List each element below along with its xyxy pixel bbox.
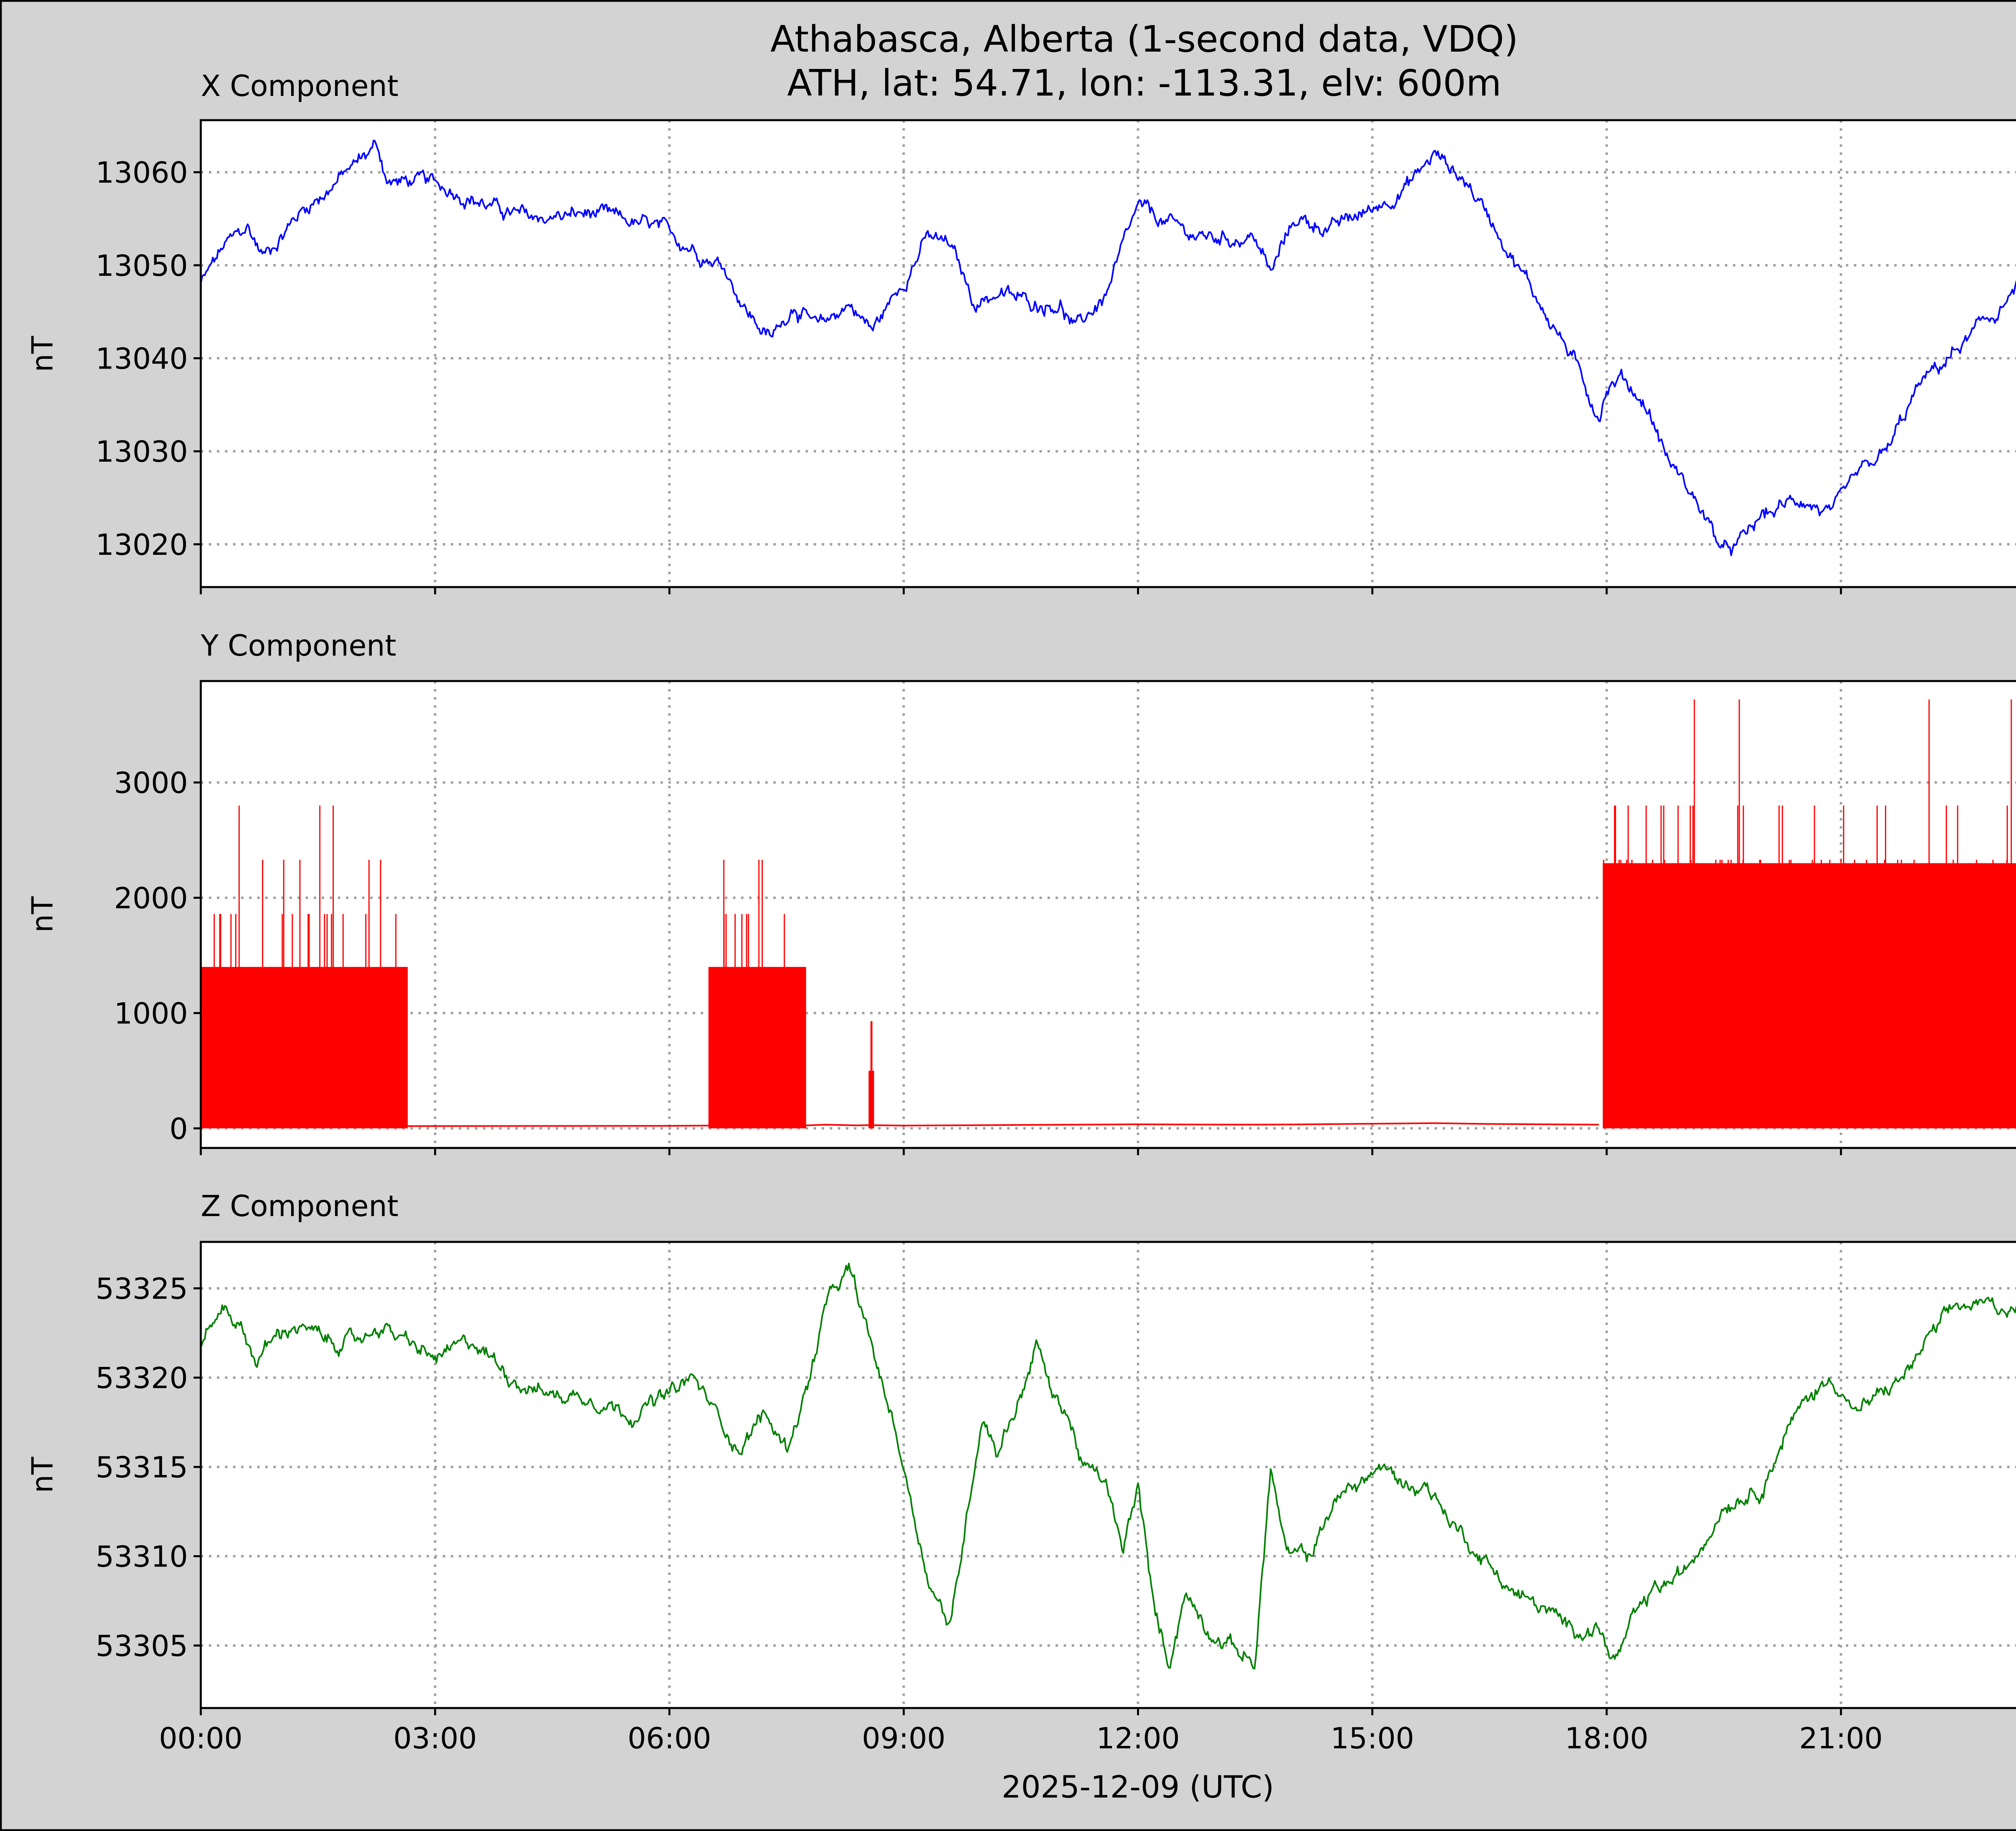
y-tick-label: 3000 — [114, 766, 188, 800]
y-ticks: 53305 53310 53315 53320 53325 — [96, 1272, 201, 1663]
y-tick-label: 53325 — [96, 1272, 188, 1306]
y-tick-label: 13060 — [96, 156, 188, 190]
spike-lines — [723, 860, 804, 1129]
spike-fill — [708, 967, 806, 1129]
panel-title: Y Component — [200, 629, 396, 662]
y-tick-label: 13040 — [96, 342, 188, 376]
panel-title: Z Component — [201, 1189, 398, 1223]
plot-area — [201, 1242, 2016, 1708]
panel-y-component: Y Component 0 1000 2000 3000 nT — [25, 629, 2016, 1155]
series-z — [200, 1262, 2016, 1670]
spike-lines — [870, 1021, 873, 1129]
panel-x-component: X Component 13020 13030 13040 13050 13060 nT — [25, 69, 2016, 594]
x-tick-label: 12:00 — [1096, 1721, 1180, 1755]
x-tick-label: 18:00 — [1565, 1721, 1649, 1755]
y-tick-label: 1000 — [114, 996, 188, 1030]
figure-title-line2: ATH, lat: 54.71, lon: -113.31, elv: 600m — [787, 62, 1501, 104]
y-axis-label: nT — [25, 335, 59, 372]
panel-title: X Component — [201, 69, 398, 103]
spike-lines — [1603, 699, 2012, 1129]
y-tick-label: 0 — [169, 1112, 188, 1146]
spike-lines — [203, 805, 404, 1129]
series-x — [200, 140, 2016, 556]
x-tick-label: 09:00 — [862, 1721, 946, 1755]
x-tick-label: 06:00 — [628, 1721, 712, 1755]
x-tick-label: 03:00 — [393, 1721, 477, 1755]
grid-lines — [201, 1242, 2016, 1708]
grid-lines — [201, 120, 2016, 587]
y-tick-label: 53315 — [96, 1450, 188, 1484]
y-tick-label: 2000 — [114, 881, 188, 915]
y-tick-label: 53305 — [96, 1629, 188, 1663]
x-tick-label: 00:00 — [159, 1721, 243, 1755]
spike-fill — [1603, 863, 2016, 1129]
y-tick-label: 13030 — [96, 435, 188, 469]
x-tick-label: 21:00 — [1799, 1721, 1883, 1755]
y-tick-label: 13020 — [96, 528, 188, 562]
x-axis-label: 2025-12-09 (UTC) — [1002, 1769, 1274, 1805]
y-axis-label: nT — [25, 1456, 59, 1493]
series-y — [201, 699, 2016, 1129]
y-tick-label: 53310 — [96, 1540, 188, 1574]
y-ticks: 0 1000 2000 3000 — [114, 766, 201, 1146]
x-ticks — [200, 587, 1842, 594]
y-axis-label: nT — [25, 896, 59, 933]
y-tick-label: 13050 — [96, 249, 188, 283]
series-line — [200, 1262, 2016, 1670]
x-ticks: 00:00 03:00 06:00 09:00 12:00 15:00 18:00 21:00 — [159, 1708, 1883, 1755]
x-ticks — [200, 1148, 1842, 1155]
plot-area — [201, 120, 2016, 587]
series-line — [200, 140, 2016, 556]
x-tick-label: 15:00 — [1331, 1721, 1414, 1755]
panel-z-component: Z Component 53305 53310 53315 53320 53325 00… — [25, 1189, 2016, 1755]
y-tick-label: 53320 — [96, 1361, 188, 1395]
y-ticks: 13020 13030 13040 13050 13060 — [96, 156, 201, 562]
figure-title-line1: Athabasca, Alberta (1-second data, VDQ) — [771, 18, 1518, 60]
